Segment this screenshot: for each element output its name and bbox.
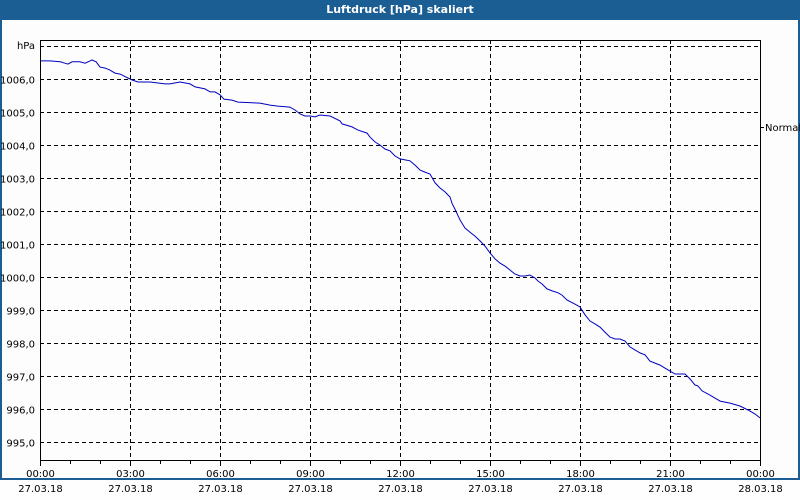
x-tick-time: 00:00 (26, 469, 55, 480)
x-tick-date: 27.03.18 (558, 484, 603, 495)
y-tick-label: 1005,0 (0, 109, 35, 120)
x-tick-date: 27.03.18 (198, 484, 243, 495)
y-tick-label: 1004,0 (0, 142, 35, 153)
legend-label: Normal (765, 123, 800, 134)
y-tick-label: 1001,0 (0, 241, 35, 252)
x-tick-time: 21:00 (656, 469, 685, 480)
y-axis-unit: hPa (17, 41, 35, 52)
y-tick-label: 995,0 (6, 439, 35, 450)
y-tick-label: 997,0 (6, 373, 35, 384)
y-tick-label: 1002,0 (0, 208, 35, 219)
y-tick-label: 998,0 (6, 340, 35, 351)
plot-frame (40, 40, 761, 461)
y-tick-label: 1006,0 (0, 76, 35, 87)
y-tick-label: 996,0 (6, 406, 35, 417)
x-tick-time: 15:00 (476, 469, 505, 480)
x-tick-date: 27.03.18 (468, 484, 513, 495)
grid-lines (40, 40, 760, 460)
y-tick-label: 999,0 (6, 307, 35, 318)
y-tick-label: 1003,0 (0, 175, 35, 186)
x-tick-time: 03:00 (116, 469, 145, 480)
x-tick-date: 27.03.18 (18, 484, 63, 495)
x-tick-date: 27.03.18 (648, 484, 693, 495)
x-tick-date: 27.03.18 (108, 484, 153, 495)
x-tick-time: 06:00 (206, 469, 235, 480)
x-tick-date: 27.03.18 (378, 484, 423, 495)
window-title: Luftdruck [hPa] skaliert (0, 0, 800, 20)
series-line-normal (40, 59, 761, 419)
x-axis: 00:00 27.03.18 03:00 27.03.18 06:00 27.03.18 0… (18, 460, 783, 495)
y-tick-label: 1000,0 (0, 274, 35, 285)
x-tick-time: 12:00 (386, 469, 415, 480)
x-tick-time: 09:00 (296, 469, 325, 480)
x-tick-date: 27.03.18 (288, 484, 333, 495)
y-axis: 1006,0 1005,0 1004,0 1003,0 1002,0 1001,0 1000… (0, 76, 35, 450)
x-tick-time: 00:00 (746, 469, 775, 480)
x-tick-date: 28.03.18 (738, 484, 783, 495)
x-tick-time: 18:00 (566, 469, 595, 480)
